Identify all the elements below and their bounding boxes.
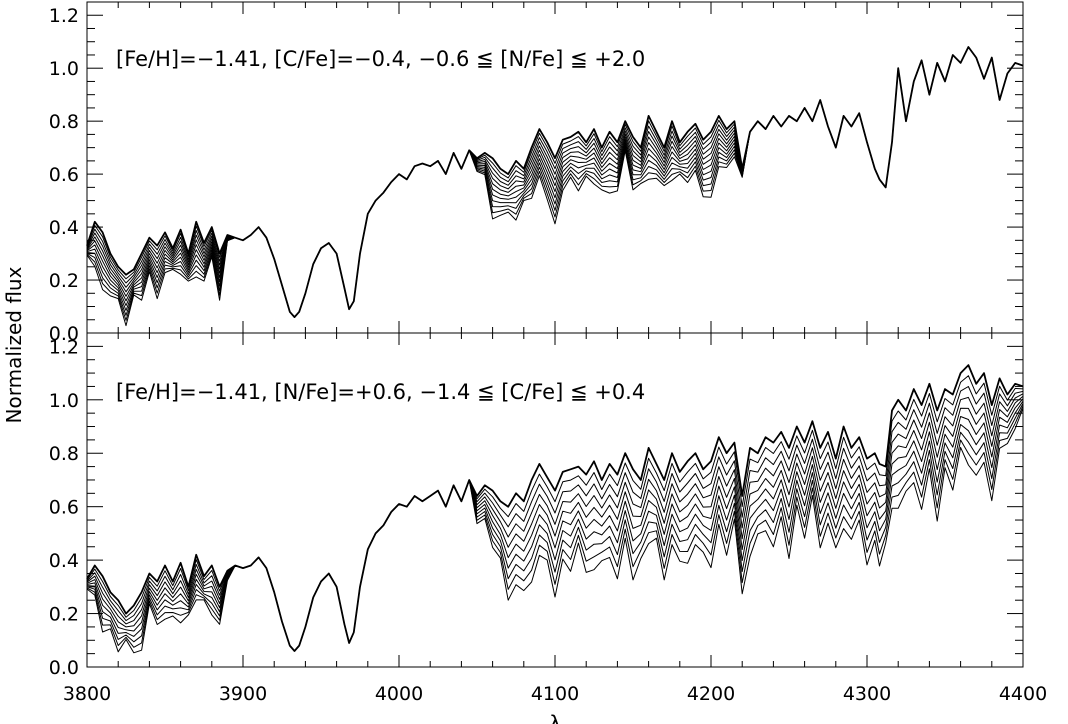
y-tick-label: 0.8 — [49, 111, 79, 133]
y-tick-label: 1.2 — [49, 5, 79, 27]
y-tick-label: 1.0 — [49, 58, 79, 80]
y-axis-label: Normalized flux — [2, 266, 26, 423]
y-tick-label: 0.0 — [49, 657, 79, 679]
x-axis-label: λ — [549, 711, 561, 724]
x-tick-label: 4100 — [531, 683, 579, 705]
x-tick-label: 4400 — [999, 683, 1047, 705]
y-tick-label: 0.4 — [49, 550, 79, 572]
spectrum-line — [86, 408, 1024, 654]
x-tick-label: 4300 — [843, 683, 891, 705]
x-tick-label: 3900 — [219, 683, 267, 705]
spectrum-line — [86, 364, 1024, 652]
x-tick-label: 4000 — [375, 683, 423, 705]
y-tick-label: 0.4 — [49, 217, 79, 239]
bottom-panel: 0.0 0.2 0.4 0.6 0.8 1.0 1.2 3800 3900 4000 4100 420… — [49, 332, 1047, 705]
spectrum-line — [86, 46, 1024, 318]
y-tick-label: 1.0 — [49, 390, 79, 412]
y-tick-label: 1.2 — [49, 336, 79, 358]
spectrum-line — [86, 400, 1024, 652]
y-tick-label: 0.8 — [49, 443, 79, 465]
spectrum-line — [86, 403, 1024, 652]
spectrum-line — [86, 46, 1024, 327]
panel-annotation: [Fe/H]=−1.41, [N/Fe]=+0.6, −1.4 ≦ [C/Fe]… — [116, 380, 645, 404]
top-panel: 0.0 0.2 0.4 0.6 0.8 1.0 1.2 [Fe/H]=−1.41, [C/Fe… — [49, 1, 1024, 345]
panel-annotation: [Fe/H]=−1.41, [C/Fe]=−0.4, −0.6 ≦ [N/Fe]… — [116, 47, 645, 71]
x-tick-label: 4200 — [687, 683, 735, 705]
y-tick-label: 0.2 — [49, 270, 79, 292]
spectrum-line — [86, 386, 1024, 652]
y-tick-label: 0.6 — [49, 164, 79, 186]
spectrum-line — [86, 393, 1024, 652]
spectrum-line — [86, 405, 1024, 652]
x-tick-label: 3800 — [63, 683, 111, 705]
y-tick-label: 0.0 — [49, 323, 79, 345]
y-tick-label: 0.6 — [49, 497, 79, 519]
y-tick-label: 0.2 — [49, 604, 79, 626]
